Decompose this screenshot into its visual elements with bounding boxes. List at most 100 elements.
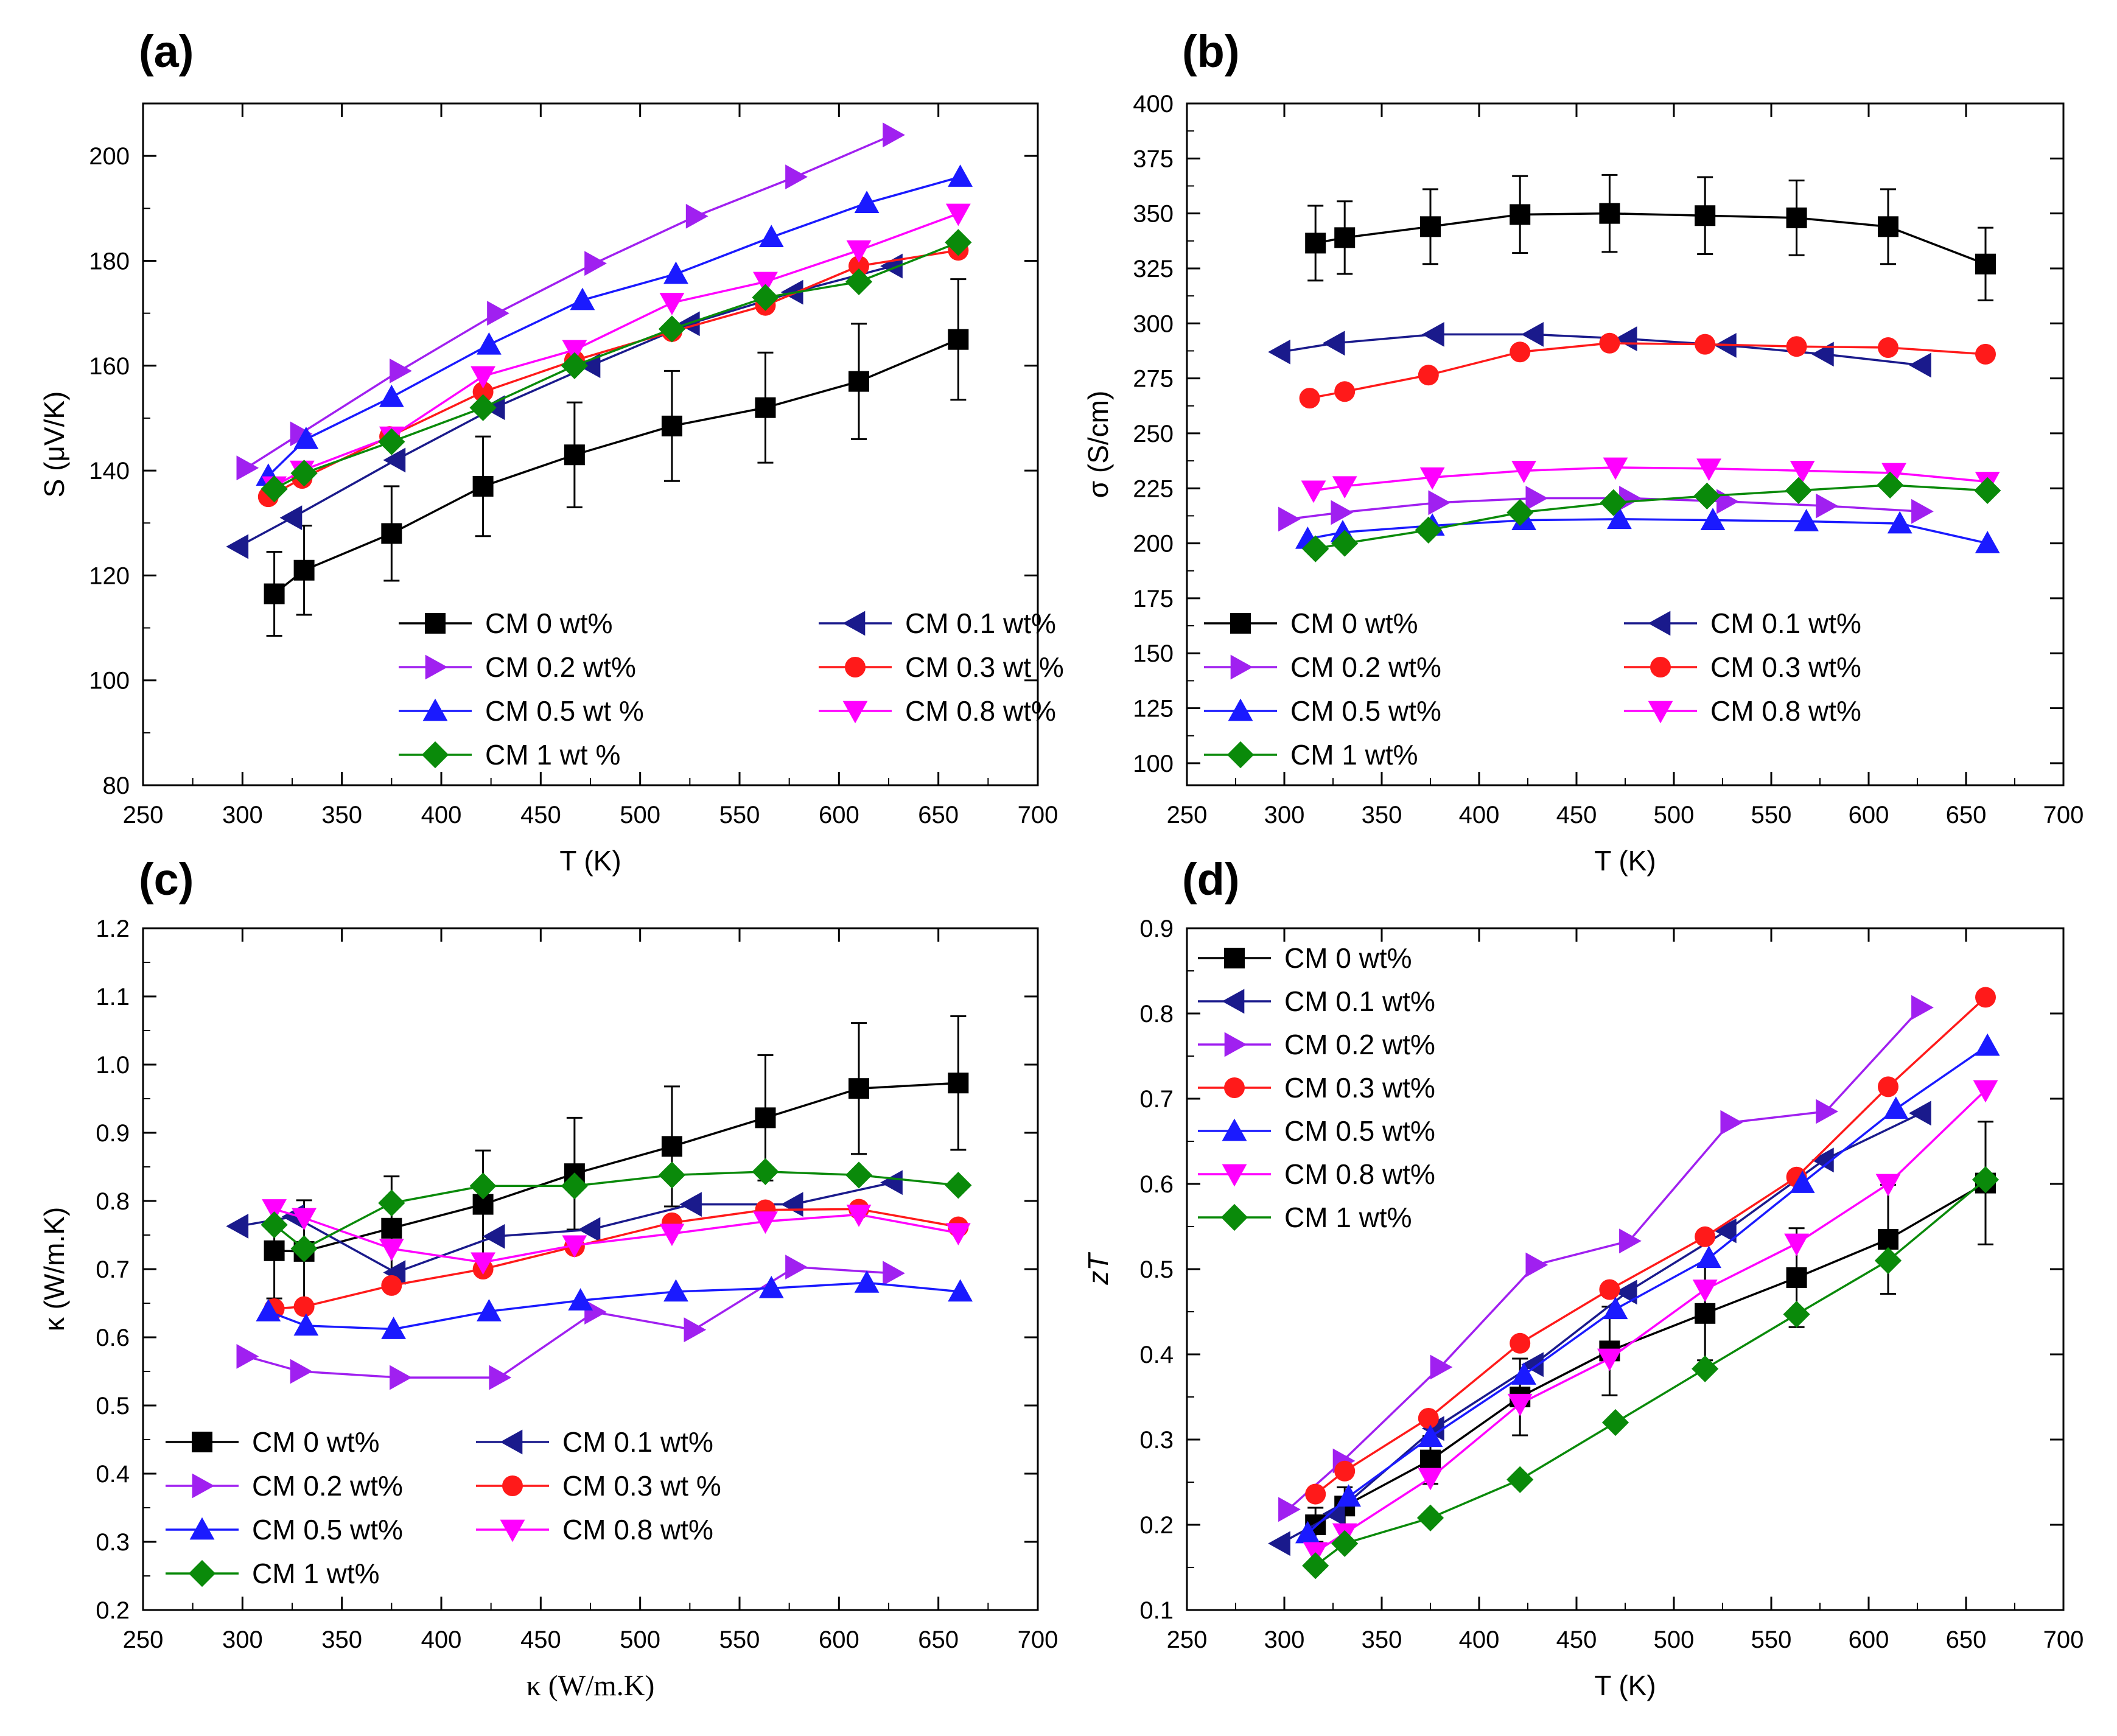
data-point <box>1786 1267 1807 1288</box>
legend-marker <box>421 741 449 769</box>
legend-label: CM 0.3 wt% <box>1710 651 1861 683</box>
y-axis-label: κ (W/m.K) <box>38 1207 70 1331</box>
data-point <box>1692 1355 1719 1382</box>
data-point <box>379 385 404 407</box>
legend-label: CM 0.8 wt% <box>905 695 1056 727</box>
legend-item: CM 0.8 wt% <box>819 695 1056 727</box>
data-point <box>752 284 779 311</box>
data-point <box>1510 1332 1531 1354</box>
legend-marker <box>1222 1164 1247 1187</box>
data-point <box>659 1223 685 1247</box>
legend-item: CM 0 wt% <box>1198 942 1412 974</box>
data-point <box>945 1172 972 1199</box>
data-point <box>1322 331 1345 356</box>
data-point <box>1334 227 1356 248</box>
data-point <box>261 475 288 503</box>
series-1 <box>226 253 903 559</box>
data-point <box>658 1161 686 1189</box>
data-point <box>471 366 495 389</box>
data-point <box>1700 508 1726 530</box>
legend-marker <box>500 1429 523 1455</box>
data-point <box>1511 1362 1536 1385</box>
legend-marker <box>1224 1077 1245 1098</box>
data-point <box>1268 339 1290 365</box>
data-point <box>755 1107 776 1129</box>
y-tick-label: 80 <box>103 772 130 799</box>
data-point <box>1510 341 1531 363</box>
data-point <box>379 1239 404 1261</box>
data-point <box>1302 1552 1329 1580</box>
y-tick-label: 325 <box>1133 256 1174 282</box>
data-point <box>1525 1252 1548 1278</box>
data-point <box>264 1240 285 1261</box>
series-line <box>267 175 961 477</box>
x-tick-label: 450 <box>1556 802 1597 828</box>
data-point <box>1301 480 1326 503</box>
series-6 <box>1302 1166 2000 1580</box>
x-tick-label: 250 <box>123 1626 164 1653</box>
data-point <box>1428 490 1451 516</box>
data-point <box>1422 321 1444 347</box>
legend-item: CM 0.3 wt % <box>819 651 1064 683</box>
legend-label: CM 0.8 wt% <box>562 1514 713 1545</box>
data-point <box>290 421 313 447</box>
series-line <box>246 1265 893 1379</box>
data-point <box>948 329 969 350</box>
data-point <box>1305 233 1326 254</box>
legend-item: CM 1 wt% <box>166 1558 380 1589</box>
data-point <box>1693 482 1721 510</box>
data-point <box>472 475 494 497</box>
panel-label: (a) <box>139 26 194 77</box>
data-point <box>948 1073 969 1094</box>
legend-marker <box>189 1517 215 1540</box>
data-point <box>562 340 587 363</box>
data-point <box>1784 1233 1809 1256</box>
legend-item: CM 0.1 wt% <box>1198 985 1435 1017</box>
data-point <box>1811 1147 1834 1173</box>
x-tick-label: 450 <box>520 802 561 828</box>
data-point <box>1911 995 1934 1020</box>
series-6 <box>1302 471 2001 562</box>
series-6 <box>261 1158 972 1262</box>
data-point <box>1415 516 1442 544</box>
legend: CM 0 wt% CM 0.1 wt% CM 0.2 wt% CM 0.3 wt% CM… <box>1204 607 1861 771</box>
series-4 <box>1295 1033 2000 1544</box>
y-tick-label: 350 <box>1133 201 1174 228</box>
legend-label: CM 0.3 wt % <box>905 651 1064 683</box>
y-tick-label: 100 <box>1133 751 1174 777</box>
data-point <box>1614 1279 1637 1305</box>
y-tick-label: 250 <box>1133 421 1174 447</box>
series-5 <box>262 1199 971 1275</box>
x-tick-label: 550 <box>719 1626 760 1653</box>
data-point <box>1419 467 1445 490</box>
data-point <box>383 1260 406 1285</box>
data-point <box>849 256 869 277</box>
data-area <box>226 122 973 637</box>
data-point <box>1974 477 2001 504</box>
data-point <box>578 1217 601 1242</box>
x-tick-label: 650 <box>1946 1626 1987 1653</box>
y-tick-label: 300 <box>1133 310 1174 337</box>
x-tick-label: 700 <box>1018 1626 1058 1653</box>
data-point <box>948 164 973 187</box>
legend-marker <box>425 654 448 680</box>
legend-label: CM 0.8 wt% <box>1710 695 1861 727</box>
data-point <box>1785 477 1812 504</box>
data-point <box>845 268 873 296</box>
data-point <box>1302 535 1329 562</box>
legend-item: CM 1 wt% <box>1198 1202 1412 1233</box>
series-4 <box>256 164 973 486</box>
data-point <box>854 1270 880 1293</box>
y-tick-label: 1.1 <box>96 984 130 1010</box>
y-tick-label: 225 <box>1133 475 1174 502</box>
x-tick-label: 300 <box>222 802 263 828</box>
y-tick-label: 0.3 <box>96 1529 130 1556</box>
legend-item: CM 0.8 wt% <box>1624 695 1861 727</box>
data-point <box>945 1223 971 1246</box>
data-point <box>1975 531 2000 553</box>
data-point <box>1422 1416 1444 1441</box>
y-tick-label: 200 <box>89 143 130 170</box>
data-point <box>780 1192 803 1217</box>
data-point <box>256 1299 281 1321</box>
